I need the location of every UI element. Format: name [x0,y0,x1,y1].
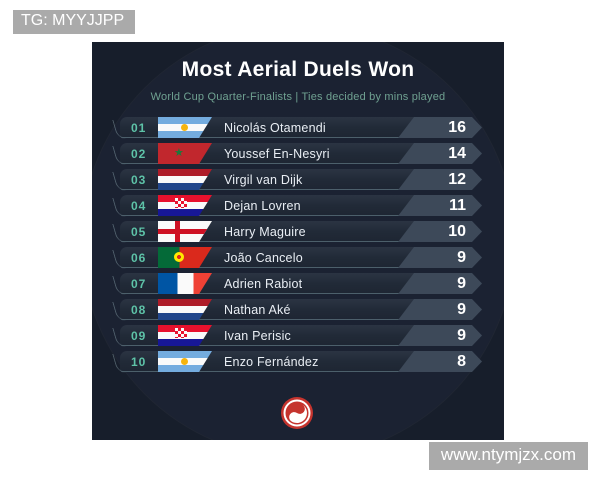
table-row: 09 Ivan Perisic 9 [118,325,482,346]
duels-won-value: 8 [457,352,466,370]
duels-won-value: 9 [457,326,466,344]
flag-croatia-icon [158,195,212,216]
player-name: Dejan Lovren [224,198,301,213]
value-chevron [398,221,482,242]
rank-label: 10 [131,354,147,369]
table-row: 03 Virgil van Dijk 12 [118,169,482,190]
table-row: 04 Dejan Lovren 11 [118,195,482,216]
player-name: Virgil van Dijk [224,172,303,187]
rank-label: 01 [131,120,147,135]
rank-label: 02 [131,146,147,161]
duels-won-value: 16 [448,118,466,136]
page-title: Most Aerial Duels Won [181,58,415,81]
flag-croatia-icon [158,325,212,346]
leaderboard: 01 Nicolás Otamendi 16 02 ★ Youssef En-Nesyri… [118,117,482,377]
player-name: Nathan Aké [224,302,291,317]
rank-label: 06 [131,250,147,265]
value-chevron [398,143,482,164]
sun-emblem-icon [181,358,188,365]
flag-england-icon [158,221,212,242]
player-name: Nicolás Otamendi [224,120,326,135]
page-subtitle: World Cup Quarter-Finalists | Ties decid… [150,91,446,103]
rank-label: 03 [131,172,147,187]
duels-won-value: 9 [457,300,466,318]
player-name: Youssef En-Nesyri [224,146,330,161]
duels-won-value: 9 [457,248,466,266]
duels-won-value: 11 [449,196,466,214]
star-emblem-icon: ★ [174,147,184,159]
player-name: Ivan Perisic [224,328,292,343]
value-chevron [398,273,482,294]
value-chevron [398,325,482,346]
player-name: João Cancelo [224,250,303,265]
watermark-website: www.ntymjzx.com [428,442,588,470]
table-row: 05 Harry Maguire 10 [118,221,482,242]
infographic-card: Most Aerial Duels Won World Cup Quarter-… [92,42,504,440]
table-row: 06 João Cancelo 9 [118,247,482,268]
duels-won-value: 9 [457,274,466,292]
checker-crest-icon [175,328,187,338]
duels-won-value: 10 [448,222,466,240]
value-chevron [398,195,482,216]
player-name: Adrien Rabiot [224,276,303,291]
value-chevron [398,247,482,268]
table-row: 08 Nathan Aké 9 [118,299,482,320]
flag-morocco-icon: ★ [158,143,212,164]
table-row: 02 ★ Youssef En-Nesyri 14 [118,143,482,164]
armillary-emblem-icon [174,252,184,262]
table-row: 01 Nicolás Otamendi 16 [118,117,482,138]
brand-logo-icon [281,397,313,429]
rank-label: 08 [131,302,147,317]
flag-netherlands-icon [158,299,212,320]
rank-label: 05 [131,224,147,239]
value-chevron [398,117,482,138]
sun-emblem-icon [181,124,188,131]
value-chevron [398,351,482,372]
rank-label: 07 [131,276,147,291]
table-row: 10 Enzo Fernández 8 [118,351,482,372]
flag-netherlands-icon [158,169,212,190]
duels-won-value: 12 [448,170,466,188]
value-chevron [398,169,482,190]
value-chevron [398,299,482,320]
player-name: Enzo Fernández [224,354,319,369]
cross-icon [158,229,212,234]
flag-argentina-icon [158,351,212,372]
watermark-telegram: TG: MYYJJPP [13,10,136,34]
flag-france-icon [158,273,212,294]
table-row: 07 Adrien Rabiot 9 [118,273,482,294]
rank-label: 04 [131,198,147,213]
checker-crest-icon [175,198,187,208]
flag-argentina-icon [158,117,212,138]
duels-won-value: 14 [448,144,466,162]
rank-label: 09 [131,328,147,343]
player-name: Harry Maguire [224,224,306,239]
flag-portugal-icon [158,247,212,268]
